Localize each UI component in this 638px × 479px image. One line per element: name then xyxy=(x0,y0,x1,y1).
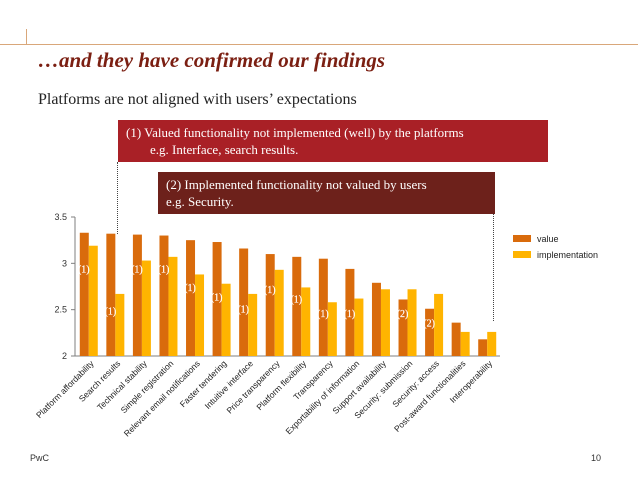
bar-implementation-0 xyxy=(88,245,98,356)
bar-implementation-2 xyxy=(141,260,151,356)
annotation-label: (1) xyxy=(158,265,170,276)
annotation-label: (1) xyxy=(211,292,223,303)
footer-brand: PwC xyxy=(30,453,50,463)
bar-value-8 xyxy=(292,256,302,356)
x-category-label: Faster tendering xyxy=(178,358,229,409)
bar-implementation-4 xyxy=(195,274,205,356)
bar-implementation-13 xyxy=(434,293,444,356)
bar-implementation-15 xyxy=(487,331,497,356)
bar-value-1 xyxy=(106,233,116,356)
bar-value-13 xyxy=(425,308,435,356)
bar-value-3 xyxy=(159,235,169,356)
bar-implementation-9 xyxy=(327,302,337,356)
callout-1-connector xyxy=(117,162,118,234)
bar-value-0 xyxy=(79,232,89,356)
bar-value-9 xyxy=(318,258,328,356)
bar-implementation-11 xyxy=(380,289,390,356)
annotation-label: (1) xyxy=(131,265,143,276)
bar-value-15 xyxy=(478,339,488,356)
annotation-label: (2) xyxy=(423,318,435,329)
annotation-label: (1) xyxy=(184,283,196,294)
bar-value-11 xyxy=(371,282,381,356)
bar-value-2 xyxy=(132,234,142,356)
callout-1-line-1: (1) Valued functionality not implemented… xyxy=(126,125,464,140)
legend-label-value: value xyxy=(537,234,559,244)
bar-value-5 xyxy=(212,242,222,356)
y-tick-label: 2 xyxy=(62,351,67,361)
bar-implementation-10 xyxy=(354,298,364,356)
annotation-label: (1) xyxy=(78,265,90,276)
bar-value-14 xyxy=(451,322,461,356)
slide-subtitle: Platforms are not aligned with users’ ex… xyxy=(38,91,357,108)
bar-value-4 xyxy=(186,240,196,356)
y-tick-label: 3.5 xyxy=(54,212,67,222)
page-number: 10 xyxy=(591,453,602,463)
callout-1-line-2: e.g. Interface, search results. xyxy=(150,142,299,157)
annotation-label: (1) xyxy=(290,294,302,305)
bar-implementation-5 xyxy=(221,283,231,356)
bar-implementation-1 xyxy=(115,293,125,356)
annotation-label: (1) xyxy=(105,306,117,317)
callout-2-line-2: e.g. Security. xyxy=(166,194,234,209)
legend-swatch-value xyxy=(513,235,531,242)
callout-2-connector xyxy=(493,214,494,321)
legend-swatch-implementation xyxy=(513,251,531,258)
header-tick xyxy=(26,29,27,45)
bar-implementation-14 xyxy=(460,331,470,356)
bar-implementation-12 xyxy=(407,289,417,356)
bar-value-7 xyxy=(265,254,275,356)
bar-implementation-7 xyxy=(274,269,284,356)
bar-value-12 xyxy=(398,299,408,356)
callout-valued-not-implemented: (1) Valued functionality not implemented… xyxy=(118,120,548,162)
annotation-label: (2) xyxy=(397,309,409,320)
bar-value-6 xyxy=(239,248,249,356)
y-tick-label: 3 xyxy=(62,258,67,268)
x-category-label: Security: access xyxy=(390,358,441,409)
callout-implemented-not-valued: (2) Implemented functionality not valued… xyxy=(158,172,495,214)
bar-value-10 xyxy=(345,268,355,356)
slide-title: …and they have confirmed our findings xyxy=(38,48,386,72)
callout-2-line-1: (2) Implemented functionality not valued… xyxy=(166,177,427,192)
bar-implementation-6 xyxy=(248,293,258,356)
bar-implementation-8 xyxy=(301,287,311,356)
annotation-label: (1) xyxy=(264,285,276,296)
annotation-label: (1) xyxy=(317,309,329,320)
annotation-label: (1) xyxy=(237,304,249,315)
header-rule xyxy=(0,44,638,45)
y-tick-label: 2.5 xyxy=(54,305,67,315)
bar-implementation-3 xyxy=(168,256,178,356)
legend-label-implementation: implementation xyxy=(537,250,598,260)
annotation-label: (1) xyxy=(344,309,356,320)
